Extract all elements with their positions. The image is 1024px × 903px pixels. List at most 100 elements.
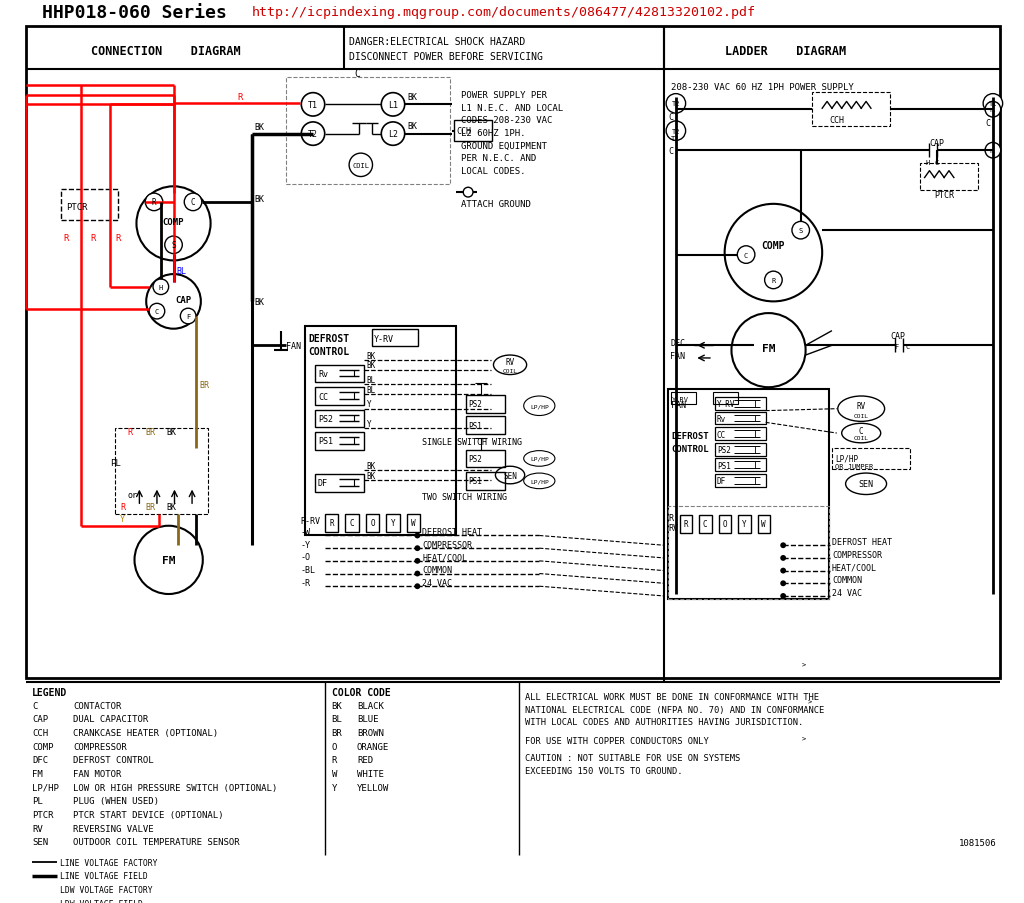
Text: CAP: CAP (930, 139, 944, 148)
Text: BR: BR (200, 380, 210, 389)
Text: PS2: PS2 (468, 454, 482, 463)
Bar (27, 27, 999, 678)
Text: DISCONNECT POWER BEFORE SERVICING: DISCONNECT POWER BEFORE SERVICING (349, 51, 543, 61)
Text: DF: DF (317, 479, 328, 488)
Text: LINE VOLTAGE FACTORY: LINE VOLTAGE FACTORY (60, 858, 158, 867)
Text: -BL: -BL (300, 565, 315, 574)
Text: DFC: DFC (32, 756, 48, 765)
Text: PL: PL (111, 459, 121, 468)
Text: COIL: COIL (854, 414, 868, 419)
Circle shape (136, 187, 211, 261)
Ellipse shape (846, 473, 887, 495)
Text: CC: CC (317, 392, 328, 401)
Bar (315, 410, 364, 428)
Bar (315, 433, 364, 451)
Text: CONNECTION    DIAGRAM: CONNECTION DIAGRAM (90, 45, 241, 58)
Text: FAN: FAN (670, 351, 685, 360)
Text: ALL ELECTRICAL WORK MUST BE DONE IN CONFORMANCE WITH THE: ALL ELECTRICAL WORK MUST BE DONE IN CONF… (524, 693, 818, 701)
Text: S: S (799, 228, 803, 234)
Text: Rv: Rv (717, 414, 726, 424)
Text: C: C (985, 119, 990, 128)
Text: TWO SWITCH WIRING: TWO SWITCH WIRING (422, 492, 507, 501)
Text: OR JUMPER: OR JUMPER (835, 464, 873, 470)
Text: Y: Y (367, 400, 372, 409)
Text: HHP018-060 Series: HHP018-060 Series (42, 4, 226, 22)
Ellipse shape (494, 356, 526, 375)
Text: C: C (744, 252, 749, 258)
Text: WHITE: WHITE (357, 769, 384, 778)
Text: SINGLE SWITCH WIRING: SINGLE SWITCH WIRING (422, 438, 522, 447)
Bar (115, 429, 208, 515)
Bar (831, 448, 910, 470)
Bar (758, 516, 770, 533)
Text: BK: BK (367, 361, 376, 370)
Bar (466, 396, 505, 414)
Text: COMPRESSOR: COMPRESSOR (831, 550, 882, 559)
Text: CC: CC (717, 430, 726, 439)
Text: 1081506: 1081506 (958, 838, 996, 847)
Bar (715, 474, 766, 488)
Text: FAN: FAN (671, 401, 686, 410)
Text: LOW OR HIGH PRESSURE SWITCH (OPTIONAL): LOW OR HIGH PRESSURE SWITCH (OPTIONAL) (73, 783, 278, 792)
Circle shape (780, 581, 786, 587)
Text: BK: BK (255, 123, 264, 132)
Text: BK: BK (408, 122, 418, 131)
Text: Y: Y (120, 515, 125, 524)
Text: PER N.E.C. AND: PER N.E.C. AND (461, 154, 537, 163)
Text: BROWN: BROWN (357, 728, 384, 737)
Text: R: R (683, 520, 688, 528)
Text: C: C (354, 69, 359, 79)
Text: Y-RV: Y-RV (672, 396, 689, 403)
Text: LINE VOLTAGE FIELD: LINE VOLTAGE FIELD (60, 871, 148, 880)
Bar (699, 516, 712, 533)
Text: PTCR: PTCR (32, 810, 53, 819)
Text: RV: RV (506, 358, 515, 367)
Circle shape (381, 123, 404, 146)
Text: R: R (237, 93, 243, 102)
Circle shape (667, 122, 686, 141)
Text: BK: BK (167, 427, 177, 436)
Text: COMPRESSOR: COMPRESSOR (73, 742, 127, 751)
Bar (345, 515, 358, 532)
Text: WITH LOCAL CODES AND AUTHORITIES HAVING JURISDICTION.: WITH LOCAL CODES AND AUTHORITIES HAVING … (524, 718, 803, 727)
Bar (61, 190, 118, 221)
Text: HEAT/COOL: HEAT/COOL (831, 563, 877, 572)
Text: CCH: CCH (457, 127, 471, 136)
Bar (315, 474, 364, 492)
Text: T2: T2 (671, 135, 680, 142)
Text: T2: T2 (672, 101, 680, 107)
Text: PL: PL (32, 796, 43, 805)
Text: LEGEND: LEGEND (32, 687, 68, 697)
Bar (386, 515, 399, 532)
Text: H: H (159, 284, 163, 291)
Text: C: C (905, 344, 909, 349)
Text: RV: RV (857, 402, 866, 411)
Text: C: C (859, 426, 863, 435)
Circle shape (301, 123, 325, 146)
Circle shape (667, 95, 686, 114)
Text: BR: BR (332, 728, 342, 737)
Text: >: > (808, 699, 812, 704)
Text: CONTROL: CONTROL (671, 444, 709, 453)
Text: S: S (171, 241, 176, 250)
Text: C: C (32, 701, 38, 710)
Text: R: R (152, 198, 157, 207)
Text: HEAT/COOL: HEAT/COOL (422, 553, 467, 562)
Text: T2: T2 (308, 130, 318, 139)
Bar (715, 397, 766, 410)
Text: 208-230 VAC 60 HZ 1PH POWER SUPPLY: 208-230 VAC 60 HZ 1PH POWER SUPPLY (671, 83, 854, 92)
Text: CCH: CCH (32, 728, 48, 737)
Text: R: R (332, 756, 337, 765)
Text: BK: BK (367, 351, 376, 360)
Text: DEFROST HEAT: DEFROST HEAT (422, 527, 482, 536)
Circle shape (737, 247, 755, 264)
Text: COMPRESSOR: COMPRESSOR (422, 540, 472, 549)
Bar (920, 163, 978, 191)
Text: BR: BR (145, 502, 156, 511)
Text: T1: T1 (988, 101, 997, 107)
Text: DEFROST CONTROL: DEFROST CONTROL (73, 756, 154, 765)
Text: BK: BK (367, 471, 376, 480)
Text: DEFROST: DEFROST (308, 334, 349, 344)
Text: COMP: COMP (163, 218, 184, 227)
Text: DUAL CAPACITOR: DUAL CAPACITOR (73, 714, 148, 723)
